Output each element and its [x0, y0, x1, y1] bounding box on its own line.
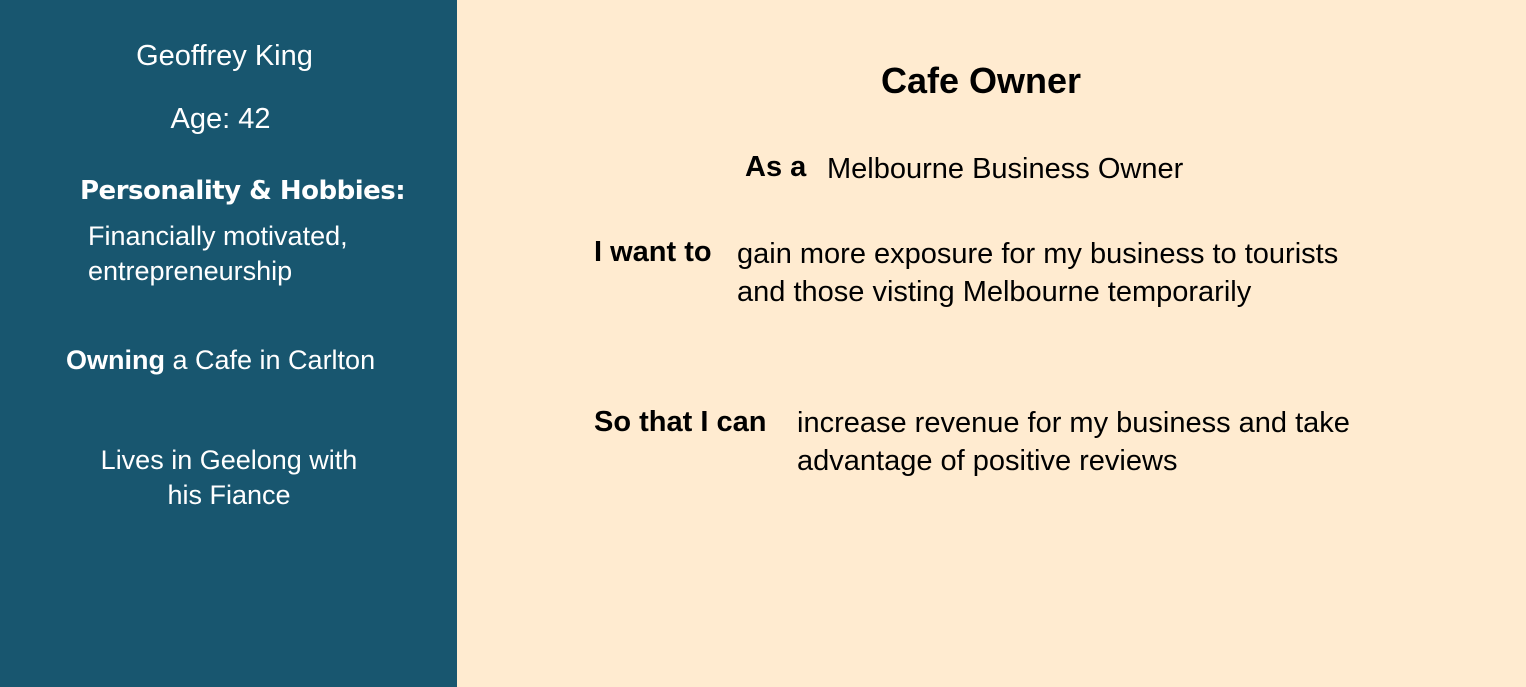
persona-panel: Geoffrey King Age: 42 Personality & Hobb… — [0, 0, 457, 687]
occupation: Owning a Cafe in Carlton — [66, 345, 375, 376]
role-title: Cafe Owner — [881, 60, 1082, 101]
residence-line-1: Lives in Geelong with — [100, 445, 358, 475]
personality-heading: Personality & Hobbies: — [80, 176, 406, 206]
personality-text: Financially motivated, entrepreneurship — [88, 219, 348, 289]
so-line-2: advantage of positive reviews — [797, 445, 1178, 477]
persona-name: Geoffrey King — [136, 40, 313, 72]
i-want-to-value: gain more exposure for my business to to… — [737, 235, 1338, 311]
personality-line-1: Financially motivated, — [88, 221, 348, 251]
as-a-value: Melbourne Business Owner — [827, 153, 1184, 185]
so-that-value: increase revenue for my business and tak… — [797, 404, 1350, 480]
residence-line-2: his Fiance — [167, 480, 291, 510]
personality-line-2: entrepreneurship — [88, 256, 293, 286]
want-line-1: gain more exposure for my business to to… — [737, 238, 1339, 270]
persona-age: Age: 42 — [170, 103, 271, 135]
want-line-2: and those visting Melbourne temporarily — [737, 276, 1252, 308]
occupation-bold: Owning — [66, 345, 165, 375]
i-want-to-label: I want to — [594, 236, 712, 268]
residence: Lives in Geelong with his Fiance — [0, 443, 458, 513]
occupation-rest: a Cafe in Carlton — [164, 345, 376, 375]
as-a-label: As a — [745, 151, 807, 183]
so-line-1: increase revenue for my business and tak… — [797, 407, 1350, 439]
so-that-label: So that I can — [594, 406, 767, 438]
